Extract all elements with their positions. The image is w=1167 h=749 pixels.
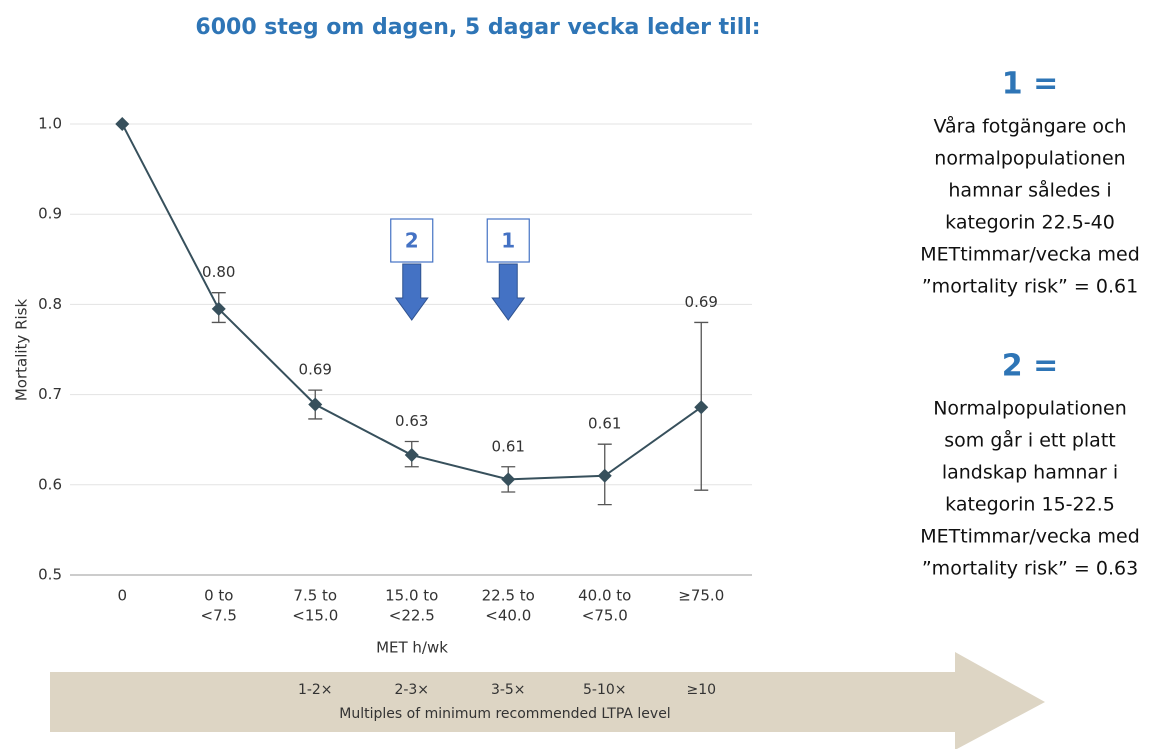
x-axis-label: MET h/wk — [376, 639, 448, 657]
x-tick-label: 7.5 to — [293, 587, 337, 605]
x-tick-label: ≥75.0 — [678, 587, 724, 605]
marker-box — [486, 218, 530, 263]
value-label: 0.69 — [685, 293, 718, 311]
y-tick-label: 0.7 — [38, 385, 62, 403]
point — [694, 400, 709, 415]
point — [501, 472, 516, 487]
marker-label: 1 — [501, 229, 515, 253]
value-label: 0.80 — [202, 263, 235, 281]
x-tick-label: 40.0 to — [578, 587, 631, 605]
note-line: ”mortality risk” = 0.61 — [922, 276, 1138, 298]
marker-arrow — [394, 263, 429, 321]
note-line: METtimmar/vecka med — [920, 526, 1140, 548]
note-line: kategorin 15-22.5 — [945, 494, 1115, 516]
value-label: 0.69 — [299, 361, 332, 379]
y-axis-label: Mortality Risk — [13, 299, 31, 402]
point — [597, 468, 612, 483]
multiple-label: 3-5× — [491, 682, 526, 698]
note-heading: 1 = — [1002, 67, 1058, 102]
value-label: 0.61 — [588, 415, 621, 433]
note-line: Normalpopulationen — [933, 398, 1127, 420]
y-tick-label: 0.5 — [38, 566, 62, 584]
y-tick-label: 0.6 — [38, 475, 62, 493]
value-label: 0.61 — [492, 437, 525, 455]
marker-label: 2 — [405, 229, 419, 253]
marker-arrow — [491, 263, 526, 321]
note-line: landskap hamnar i — [942, 462, 1118, 484]
marker-box — [390, 218, 434, 263]
multiple-label: 1-2× — [298, 682, 333, 698]
x-tick-label: <7.5 — [201, 607, 237, 625]
y-tick-label: 1.0 — [38, 115, 62, 133]
x-tick-label: <40.0 — [485, 607, 531, 625]
note-line: normalpopulationen — [934, 148, 1125, 170]
slide-title: 6000 steg om dagen, 5 dagar vecka leder … — [195, 15, 760, 40]
point — [211, 301, 226, 316]
multiples-title: Multiples of minimum recommended LTPA le… — [339, 706, 670, 722]
point — [115, 117, 130, 131]
note-line: METtimmar/vecka med — [920, 244, 1140, 266]
multiple-label: ≥10 — [686, 682, 716, 698]
x-tick-label: 15.0 to — [385, 587, 438, 605]
multiple-label: 5-10× — [583, 682, 627, 698]
x-tick-label: 0 — [117, 587, 127, 605]
point — [308, 397, 323, 412]
note-line: hamnar således i — [948, 179, 1111, 202]
note-line: Våra fotgängare och — [933, 115, 1126, 138]
x-tick-label: 0 to — [204, 587, 233, 605]
multiples-arrow — [50, 652, 1045, 749]
value-label: 0.63 — [395, 412, 428, 430]
note-heading: 2 = — [1002, 349, 1058, 384]
x-tick-label: 22.5 to — [482, 587, 535, 605]
note-line: kategorin 22.5-40 — [945, 212, 1115, 234]
y-tick-label: 0.8 — [38, 295, 62, 313]
multiple-label: 2-3× — [394, 682, 429, 698]
point — [404, 448, 419, 463]
y-tick-label: 0.9 — [38, 205, 62, 223]
x-tick-label: <75.0 — [582, 607, 628, 625]
note-line: som går i ett platt — [944, 429, 1115, 452]
x-tick-label: <15.0 — [292, 607, 338, 625]
x-tick-label: <22.5 — [389, 607, 435, 625]
note-line: ”mortality risk” = 0.63 — [922, 558, 1138, 580]
